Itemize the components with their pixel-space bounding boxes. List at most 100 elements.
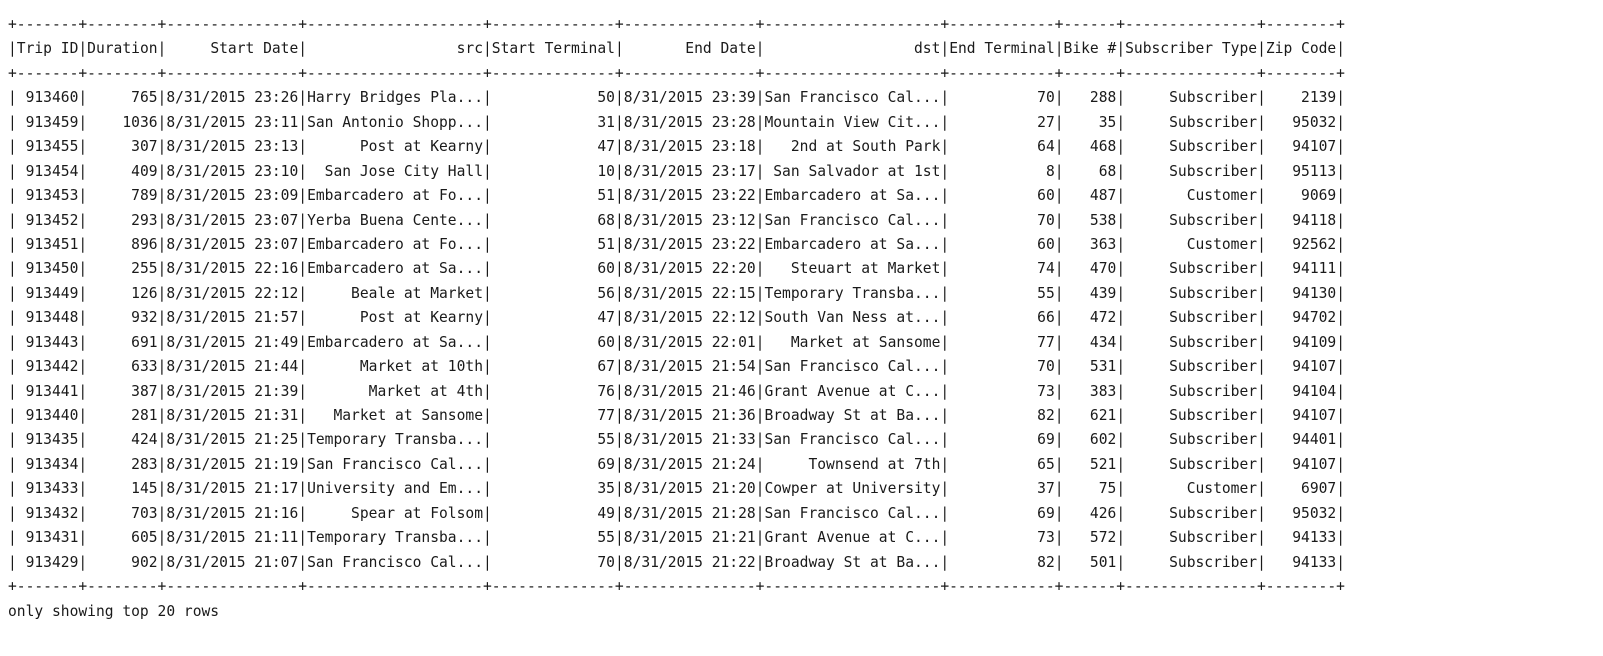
table-cell: 913441 xyxy=(16,382,79,400)
table-cell: 60 xyxy=(949,187,1055,205)
table-cell: 145 xyxy=(87,480,158,498)
table-cell: 82 xyxy=(949,553,1055,571)
table-cell: 2139 xyxy=(1265,89,1337,107)
table-row: | 913451| 896|8/31/2015 23:07|Embarcader… xyxy=(8,235,1346,253)
table-cell: Embarcadero at Sa... xyxy=(764,235,941,253)
table-row: | 913431| 605|8/31/2015 21:11|Temporary … xyxy=(8,529,1346,547)
table-cell: 6907 xyxy=(1265,480,1337,498)
table-cell: 426 xyxy=(1063,504,1117,522)
table-cell: 487 xyxy=(1063,187,1117,205)
header-cell: Start Date xyxy=(166,40,299,58)
table-cell: 73 xyxy=(949,529,1055,547)
table-cell: 73 xyxy=(949,382,1055,400)
table-cell: San Francisco Cal... xyxy=(764,89,941,107)
header-cell: Duration xyxy=(87,40,158,58)
table-cell: 55 xyxy=(491,431,615,449)
table-row: | 913432| 703|8/31/2015 21:16| Spear at … xyxy=(8,504,1346,522)
table-cell: 468 xyxy=(1063,138,1117,156)
table-cell: Embarcadero at Sa... xyxy=(307,260,483,278)
table-cell: Subscriber xyxy=(1125,333,1258,351)
table-cell: Spear at Folsom xyxy=(307,504,483,522)
table-cell: San Francisco Cal... xyxy=(764,431,941,449)
table-cell: 35 xyxy=(491,480,615,498)
table-cell: 8/31/2015 21:16 xyxy=(166,504,299,522)
table-row: | 913443| 691|8/31/2015 21:49|Embarcader… xyxy=(8,333,1346,351)
table-cell: 2nd at South Park xyxy=(764,138,941,156)
table-cell: 8/31/2015 23:28 xyxy=(623,113,756,131)
table-row: | 913455| 307|8/31/2015 23:13| Post at K… xyxy=(8,138,1346,156)
table-cell: 94107 xyxy=(1265,358,1337,376)
table-cell: 8/31/2015 23:09 xyxy=(166,187,299,205)
table-cell: 94104 xyxy=(1265,382,1337,400)
table-cell: 293 xyxy=(87,211,158,229)
table-cell: 77 xyxy=(491,407,615,424)
table-cell: 913433 xyxy=(16,480,79,498)
table-row: | 913442| 633|8/31/2015 21:44| Market at… xyxy=(8,358,1346,376)
table-cell: 60 xyxy=(491,333,615,351)
table-cell: Subscriber xyxy=(1125,529,1258,547)
table-cell: 8/31/2015 23:22 xyxy=(623,235,756,253)
table-cell: 8/31/2015 23:12 xyxy=(623,211,756,229)
table-row: | 913429| 902|8/31/2015 21:07|San Franci… xyxy=(8,553,1346,571)
table-cell: 8/31/2015 23:13 xyxy=(166,138,299,156)
header-cell: End Terminal xyxy=(949,40,1055,58)
table-cell: 913453 xyxy=(16,187,79,205)
table-cell: 8/31/2015 22:16 xyxy=(166,260,299,278)
table-cell: 255 xyxy=(87,260,158,278)
table-cell: 913432 xyxy=(16,504,79,522)
table-cell: 8 xyxy=(949,162,1055,180)
table-row: | 913440| 281|8/31/2015 21:31| Market at… xyxy=(8,407,1346,424)
footer-note: only showing top 20 rows xyxy=(8,602,220,620)
table-cell: San Francisco Cal... xyxy=(764,211,941,229)
table-cell: Subscriber xyxy=(1125,260,1258,278)
table-cell: 605 xyxy=(87,529,158,547)
table-border-bottom: +-------+--------+---------------+------… xyxy=(8,578,1345,596)
table-cell: 95113 xyxy=(1265,162,1337,180)
table-cell: Temporary Transba... xyxy=(307,529,483,547)
table-cell: 31 xyxy=(491,113,615,131)
table-cell: 70 xyxy=(491,553,615,571)
header-cell: src xyxy=(307,40,483,58)
table-row: | 913449| 126|8/31/2015 22:12| Beale at … xyxy=(8,284,1346,302)
table-cell: 8/31/2015 21:57 xyxy=(166,309,299,327)
table-row: | 913435| 424|8/31/2015 21:25|Temporary … xyxy=(8,431,1346,449)
header-cell: Trip ID xyxy=(16,40,79,58)
table-cell: 8/31/2015 21:19 xyxy=(166,455,299,473)
table-cell: 74 xyxy=(949,260,1055,278)
table-cell: 70 xyxy=(949,211,1055,229)
table-cell: 633 xyxy=(87,358,158,376)
table-cell: 47 xyxy=(491,138,615,156)
table-cell: Harry Bridges Pla... xyxy=(307,89,483,107)
table-cell: 913460 xyxy=(16,89,79,107)
table-cell: 27 xyxy=(949,113,1055,131)
table-cell: San Salvador at 1st xyxy=(764,162,941,180)
table-cell: Subscriber xyxy=(1125,431,1258,449)
table-cell: 50 xyxy=(491,89,615,107)
table-cell: Subscriber xyxy=(1125,138,1258,156)
table-cell: 65 xyxy=(949,455,1055,473)
table-cell: 70 xyxy=(949,89,1055,107)
table-cell: 913455 xyxy=(16,138,79,156)
table-cell: 288 xyxy=(1063,89,1117,107)
table-cell: 10 xyxy=(491,162,615,180)
table-cell: 409 xyxy=(87,162,158,180)
table-row: | 913448| 932|8/31/2015 21:57| Post at K… xyxy=(8,309,1346,327)
table-row: | 913452| 293|8/31/2015 23:07|Yerba Buen… xyxy=(8,211,1346,229)
table-cell: 94702 xyxy=(1265,309,1337,327)
table-cell: 60 xyxy=(949,235,1055,253)
table-cell: Steuart at Market xyxy=(764,260,941,278)
table-cell: Embarcadero at Fo... xyxy=(307,235,483,253)
table-cell: 424 xyxy=(87,431,158,449)
table-cell: Temporary Transba... xyxy=(764,284,941,302)
table-row: | 913434| 283|8/31/2015 21:19|San Franci… xyxy=(8,455,1346,473)
table-cell: 8/31/2015 22:20 xyxy=(623,260,756,278)
table-cell: 94107 xyxy=(1265,407,1337,424)
table-cell: 913450 xyxy=(16,260,79,278)
table-cell: 8/31/2015 21:49 xyxy=(166,333,299,351)
table-cell: 8/31/2015 21:20 xyxy=(623,480,756,498)
table-cell: 67 xyxy=(491,358,615,376)
table-cell: Subscriber xyxy=(1125,504,1258,522)
table-cell: Post at Kearny xyxy=(307,138,483,156)
table-border-top: +-------+--------+---------------+------… xyxy=(8,16,1345,33)
table-cell: 56 xyxy=(491,284,615,302)
